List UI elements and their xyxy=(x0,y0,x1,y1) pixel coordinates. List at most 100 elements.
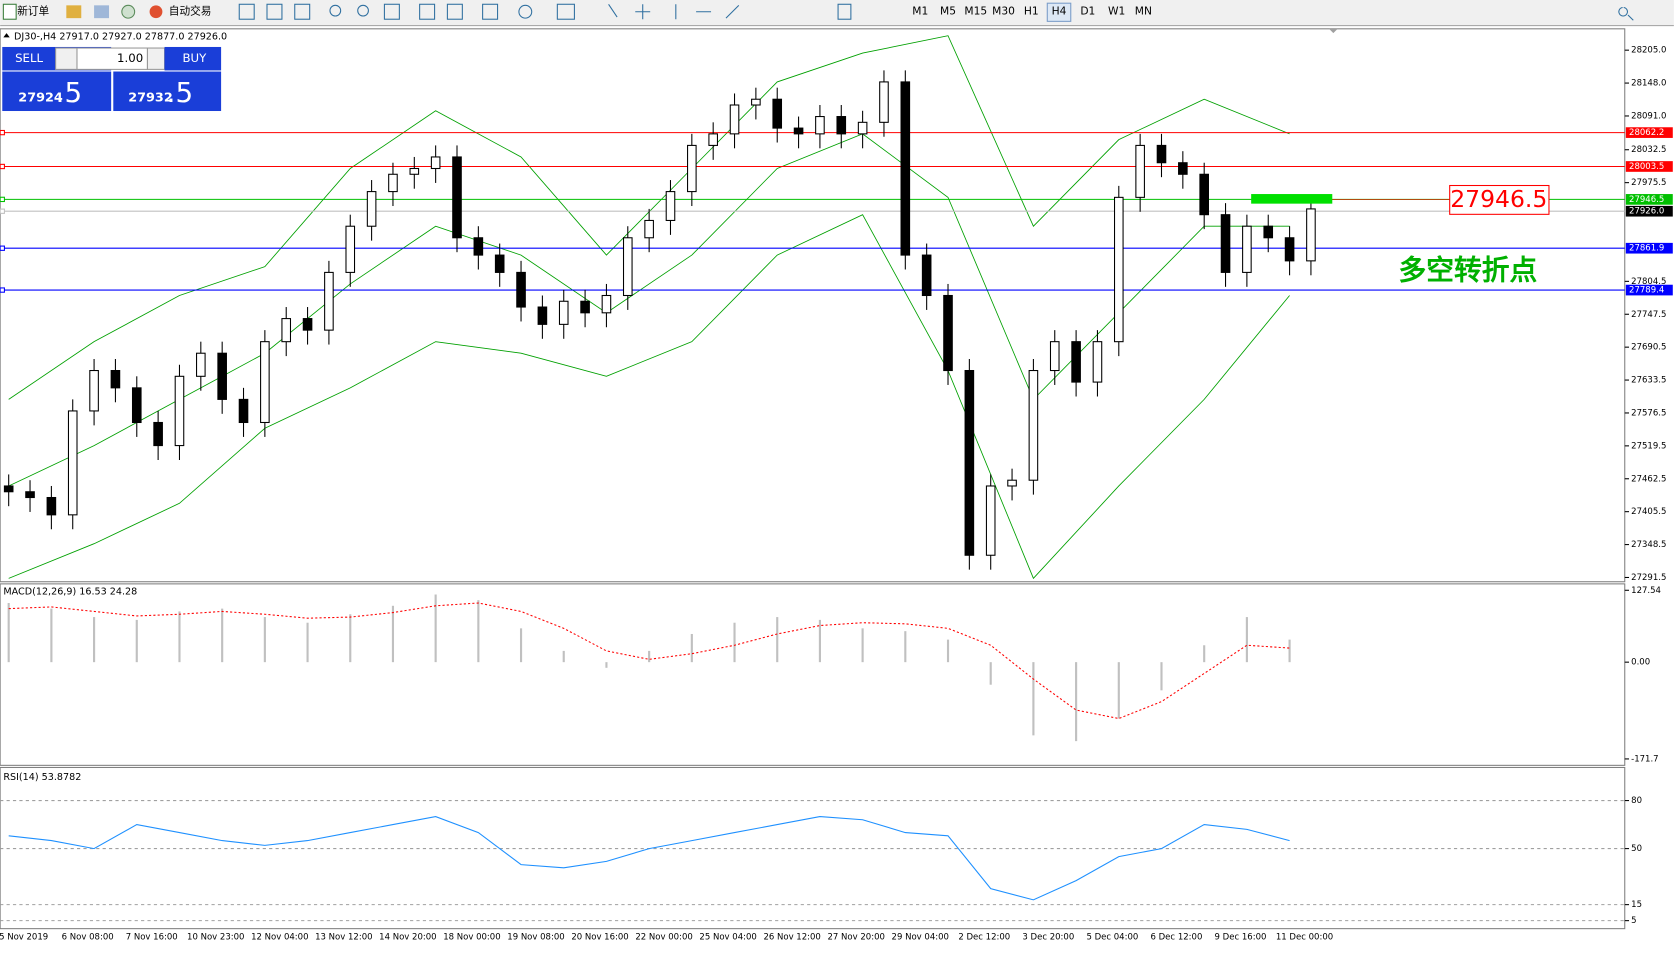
y-tick-label: 27633.5 xyxy=(1631,376,1666,386)
x-tick-label: 5 Nov 2019 xyxy=(0,933,48,943)
y-tick-label: -171.7 xyxy=(1631,754,1658,764)
level-tag-label: 27861.9 xyxy=(1629,244,1664,254)
candle-body xyxy=(1263,225,1274,239)
timeframe-active[interactable] xyxy=(1046,2,1072,22)
ask-box[interactable] xyxy=(113,71,222,112)
chart-shift-marker xyxy=(1329,28,1338,34)
auto-trading-icon[interactable] xyxy=(149,5,163,19)
candle-body xyxy=(238,398,249,424)
timeframe-button[interactable]: M15 xyxy=(964,5,987,18)
collapse-arrow[interactable] xyxy=(3,33,10,38)
tool-icon[interactable] xyxy=(294,3,311,20)
tool-icon[interactable] xyxy=(419,3,436,20)
trade-panel: SELL 1.00 BUY 27924 .5 27932 .5 xyxy=(2,46,222,112)
tool-icon[interactable] xyxy=(482,3,499,20)
candle-body xyxy=(921,254,932,297)
level-tag-label: 27789.4 xyxy=(1629,286,1664,296)
auto-trading-button[interactable]: 自动交易 xyxy=(169,5,212,18)
level-tag-label: 27926.0 xyxy=(1629,207,1664,217)
timeframe-button[interactable]: MN xyxy=(1135,5,1152,18)
new-order-icon[interactable] xyxy=(2,3,17,20)
tool-icon[interactable] xyxy=(383,3,400,20)
x-tick-label: 13 Nov 12:00 xyxy=(315,933,372,943)
level-marker xyxy=(0,287,5,293)
toolbar-icon[interactable] xyxy=(121,4,136,19)
search-icon[interactable] xyxy=(1618,6,1634,21)
candle-body xyxy=(665,191,676,221)
x-tick-label: 6 Nov 08:00 xyxy=(62,933,114,943)
y-tick-label: 28032.5 xyxy=(1631,145,1666,155)
sell-label[interactable]: SELL xyxy=(15,51,43,65)
y-tick-label: 27291.5 xyxy=(1631,573,1666,583)
timeframe-button[interactable]: M5 xyxy=(940,5,956,18)
zoom-out[interactable] xyxy=(357,4,369,17)
candle-body xyxy=(3,485,14,493)
buy-button[interactable] xyxy=(164,46,222,71)
candle-body xyxy=(580,300,590,314)
x-tick-label: 3 Dec 20:00 xyxy=(1022,933,1074,943)
candle-body xyxy=(473,237,484,256)
draw-tools[interactable] xyxy=(608,3,740,20)
x-tick-label: 5 Dec 04:00 xyxy=(1086,933,1138,943)
buy-label[interactable]: BUY xyxy=(183,51,208,65)
tool-icon[interactable] xyxy=(446,3,463,20)
level-marker xyxy=(0,208,5,214)
y-tick-label: 27519.5 xyxy=(1631,441,1666,451)
candle-body xyxy=(857,121,868,135)
tool-icon[interactable] xyxy=(556,3,575,20)
candle-body xyxy=(1071,341,1081,383)
x-tick-label: 18 Nov 00:00 xyxy=(443,933,500,943)
y-tick-label: 27975.5 xyxy=(1631,178,1666,188)
tool-icon[interactable] xyxy=(266,3,283,20)
candle-body xyxy=(1284,237,1295,262)
level-tag xyxy=(1625,205,1673,217)
level-tag xyxy=(1625,194,1673,205)
y-tick-label: 15 xyxy=(1631,900,1642,910)
candle-body xyxy=(1049,341,1060,372)
lot-down[interactable] xyxy=(55,47,78,70)
lot-up[interactable] xyxy=(146,47,166,70)
toolbar-icon[interactable] xyxy=(66,5,82,19)
candle-body xyxy=(1135,144,1145,198)
candle-body xyxy=(494,254,505,273)
ask-pips: .5 xyxy=(167,76,193,109)
candle-body xyxy=(131,387,142,424)
candle-body xyxy=(516,271,526,308)
x-tick-label: 26 Nov 12:00 xyxy=(763,933,820,943)
toolbar-icon[interactable] xyxy=(94,5,110,19)
y-tick-label: 28148.0 xyxy=(1631,79,1666,89)
timeframe-button[interactable]: M1 xyxy=(912,5,928,18)
bid-pips: .5 xyxy=(56,76,82,109)
candle-body xyxy=(793,127,804,135)
candle-body xyxy=(772,98,783,129)
candle-body xyxy=(260,341,270,424)
y-tick-label: 28091.0 xyxy=(1631,111,1666,121)
candle-body xyxy=(1156,144,1167,164)
timeframe-button[interactable]: H1 xyxy=(1024,5,1039,18)
tool-icon[interactable] xyxy=(837,3,852,20)
candle-body xyxy=(985,485,996,556)
lot-value[interactable]: 1.00 xyxy=(117,51,143,65)
price-callout-box xyxy=(1449,184,1550,215)
timeframe-button[interactable]: H4 xyxy=(1052,5,1067,18)
candle-body xyxy=(1306,208,1316,262)
candle-body xyxy=(409,167,420,175)
candle-body xyxy=(729,104,740,135)
candle-body xyxy=(622,237,633,297)
timeframe-button[interactable]: M30 xyxy=(992,5,1015,18)
tool-icon[interactable] xyxy=(238,3,255,20)
y-tick-label: 27747.5 xyxy=(1631,310,1666,320)
x-tick-label: 27 Nov 20:00 xyxy=(828,933,885,943)
candle-body xyxy=(196,352,206,377)
new-order-button[interactable]: 新订单 xyxy=(17,5,49,18)
y-tick-label: 27804.5 xyxy=(1631,277,1666,287)
candle-body xyxy=(67,410,78,516)
bid-box[interactable] xyxy=(2,71,112,112)
x-tick-label: 29 Nov 04:00 xyxy=(892,933,949,943)
zoom-in[interactable] xyxy=(329,4,342,17)
timeframe-button[interactable]: D1 xyxy=(1080,5,1095,18)
candle-body xyxy=(324,271,334,331)
timeframe-button[interactable]: W1 xyxy=(1108,5,1125,18)
level-marker xyxy=(0,129,5,136)
tool-icon[interactable] xyxy=(518,4,533,19)
